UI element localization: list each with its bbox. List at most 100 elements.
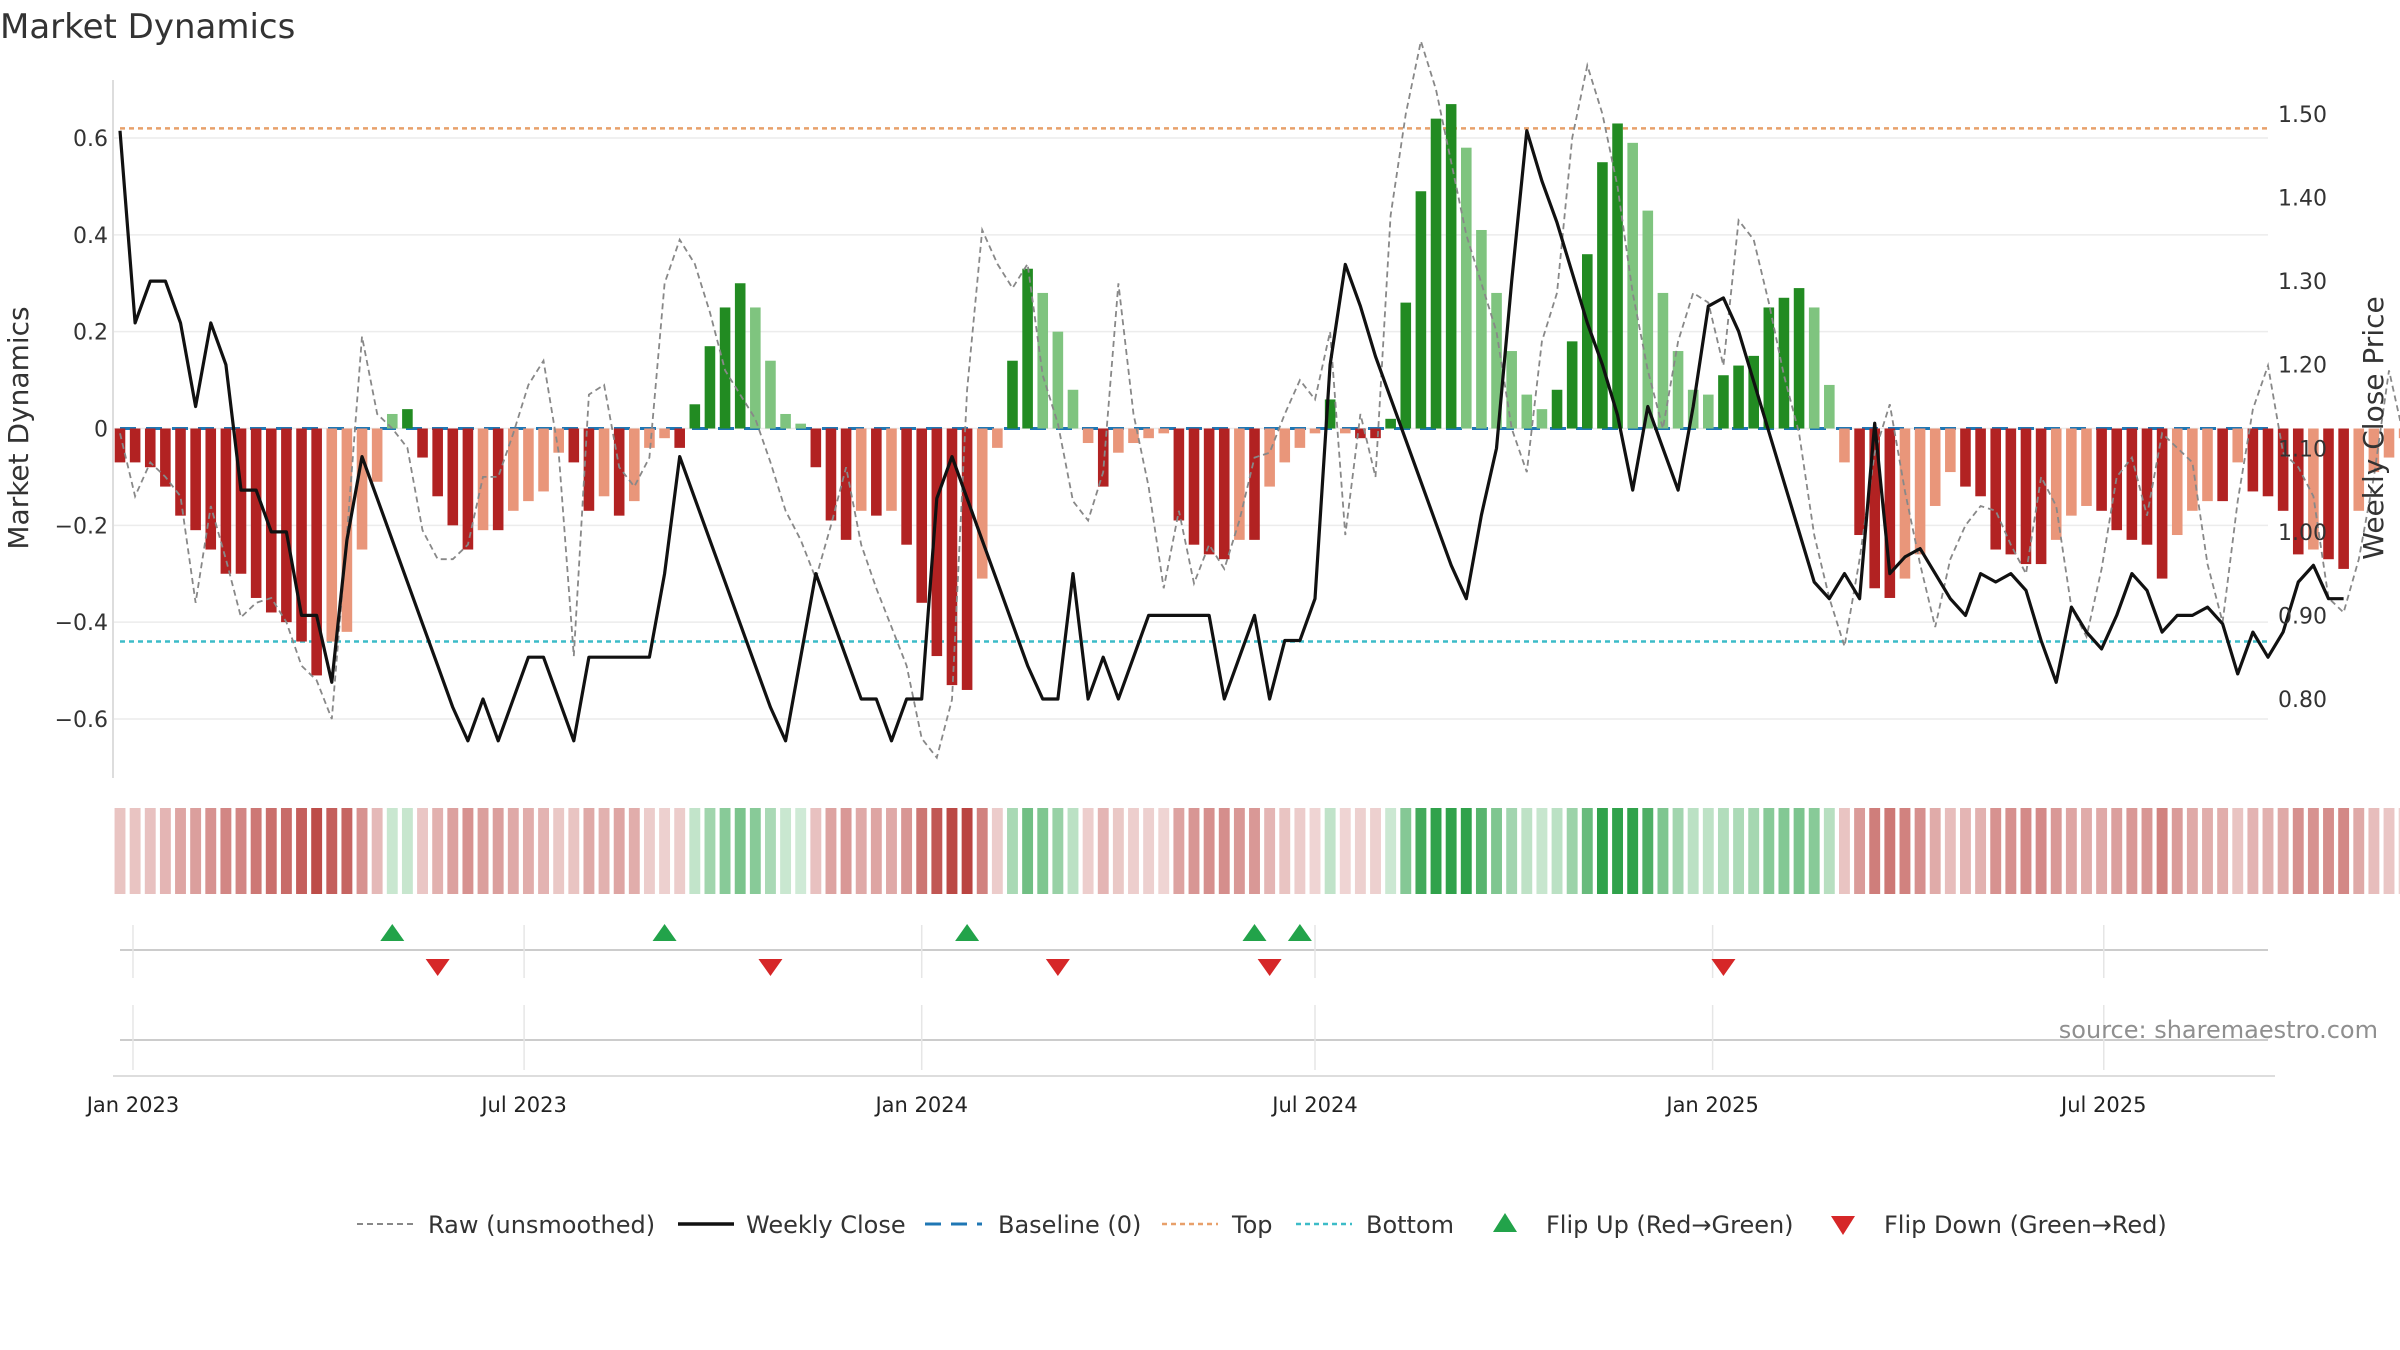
strip-cell bbox=[1990, 808, 2002, 894]
strip-cell bbox=[1521, 808, 1533, 894]
legend-flip-up-label: Flip Up (Red→Green) bbox=[1546, 1211, 1794, 1239]
dynamics-bar bbox=[613, 428, 625, 516]
strip-cell bbox=[1823, 808, 1835, 894]
strength-strip bbox=[114, 808, 2400, 894]
dynamics-bar bbox=[1430, 118, 1442, 429]
strip-cell bbox=[2020, 808, 2032, 894]
strip-cell bbox=[1309, 808, 1321, 894]
dynamics-bar bbox=[1854, 428, 1865, 536]
dynamics-bar bbox=[1324, 399, 1336, 429]
left-axis-label: Market Dynamics bbox=[2, 306, 35, 549]
strip-cell bbox=[1203, 808, 1215, 894]
legend-close: Weekly Close bbox=[678, 1211, 906, 1239]
dynamics-bar bbox=[2323, 428, 2334, 560]
source-credit: source: sharemaestro.com bbox=[2059, 1016, 2378, 1044]
dynamics-bar bbox=[2156, 428, 2168, 579]
dynamics-bar bbox=[568, 428, 580, 463]
legend-bottom-label: Bottom bbox=[1366, 1211, 1454, 1239]
dynamics-bar bbox=[371, 428, 383, 482]
dynamics-bar bbox=[1914, 428, 1926, 555]
dynamics-bar bbox=[2005, 428, 2017, 555]
strip-cell bbox=[1445, 808, 1457, 894]
strip-cell bbox=[1491, 808, 1502, 894]
strip-cell bbox=[1249, 808, 1260, 894]
dynamics-bar bbox=[1597, 162, 1608, 429]
strip-cell bbox=[114, 808, 126, 894]
dynamics-bar bbox=[1067, 389, 1079, 429]
strip-cell bbox=[1218, 808, 1230, 894]
dynamics-bar bbox=[2050, 428, 2062, 540]
dynamics-bar bbox=[1007, 360, 1018, 429]
strip-cell bbox=[190, 808, 202, 894]
strip-cell bbox=[326, 808, 338, 894]
strip-cell bbox=[2035, 808, 2047, 894]
strip-cell bbox=[1128, 808, 1139, 894]
dynamics-bar bbox=[2096, 428, 2107, 511]
strip-cell bbox=[1233, 808, 1245, 894]
strip-cell bbox=[2217, 808, 2229, 894]
x-tick-label: Jul 2024 bbox=[1270, 1093, 1357, 1117]
right-tick-label: 1.40 bbox=[2278, 187, 2327, 212]
dynamics-bar bbox=[1733, 365, 1744, 429]
dynamics-bar bbox=[750, 307, 761, 429]
left-axis-ticks: 0.6 0.4 0.2 0 −0.2 −0.4 −0.6 bbox=[55, 127, 108, 733]
dynamics-bar bbox=[462, 428, 474, 550]
dynamics-bar bbox=[492, 428, 504, 531]
strip-cell bbox=[432, 808, 444, 894]
strip-cell bbox=[507, 808, 519, 894]
strip-cell bbox=[280, 808, 292, 894]
strip-cell bbox=[1475, 808, 1487, 894]
dynamics-bar bbox=[1960, 428, 1971, 487]
dynamics-bar bbox=[1566, 341, 1578, 429]
dynamics-bar bbox=[1400, 302, 1412, 429]
strip-cell bbox=[1385, 808, 1397, 894]
left-tick-label: 0.2 bbox=[73, 321, 108, 346]
dynamics-bar bbox=[689, 404, 701, 429]
strip-cell bbox=[976, 808, 988, 894]
strip-cell bbox=[1854, 808, 1866, 894]
dynamics-bar bbox=[432, 428, 443, 497]
dynamics-bar bbox=[886, 428, 897, 511]
strip-cell bbox=[734, 808, 746, 894]
strip-cell bbox=[447, 808, 459, 894]
dynamics-bar bbox=[1657, 292, 1669, 429]
dynamics-bar bbox=[1279, 428, 1291, 463]
flip-down-marker bbox=[1711, 959, 1736, 976]
dynamics-bar bbox=[2338, 428, 2349, 569]
strip-cell bbox=[2171, 808, 2183, 894]
dynamics-bar bbox=[1808, 307, 1820, 429]
strip-cell bbox=[810, 808, 822, 894]
dynamics-bar bbox=[1385, 418, 1396, 429]
strip-cell bbox=[689, 808, 701, 894]
dynamics-bar bbox=[961, 428, 973, 690]
strip-cell bbox=[1022, 808, 1034, 894]
strip-cell bbox=[2111, 808, 2123, 894]
x-axis-ticks: Jan 2023 Jul 2023 Jan 2024 Jul 2024 Jan 2025… bbox=[85, 1093, 2147, 1117]
strip-cell bbox=[1839, 808, 1850, 894]
dynamics-bar bbox=[583, 428, 595, 511]
dynamics-bar bbox=[129, 428, 141, 463]
dynamics-bar bbox=[2368, 428, 2380, 473]
weekly-close-line bbox=[118, 129, 2344, 743]
flip-markers bbox=[380, 924, 1736, 976]
dynamics-bar bbox=[402, 409, 413, 429]
left-tick-label: 0.6 bbox=[73, 127, 108, 152]
dynamics-bar bbox=[447, 428, 459, 526]
dynamics-bar bbox=[1188, 428, 1200, 545]
strip-cell bbox=[886, 808, 897, 894]
dynamics-bar bbox=[2035, 428, 2047, 565]
strip-cell bbox=[1687, 808, 1699, 894]
strip-cell bbox=[250, 808, 262, 894]
strip-cell bbox=[2126, 808, 2138, 894]
dynamics-bar bbox=[1551, 389, 1563, 429]
strip-cell bbox=[795, 808, 807, 894]
dynamics-bar bbox=[553, 428, 564, 453]
dynamics-bar bbox=[144, 428, 156, 468]
raw-line-group bbox=[119, 37, 2400, 760]
dynamics-bar bbox=[175, 428, 186, 516]
legend-flip-down-icon bbox=[1831, 1216, 1855, 1235]
strip-cell bbox=[477, 808, 489, 894]
dynamics-bar bbox=[1612, 123, 1623, 429]
strip-cell bbox=[1052, 808, 1064, 894]
